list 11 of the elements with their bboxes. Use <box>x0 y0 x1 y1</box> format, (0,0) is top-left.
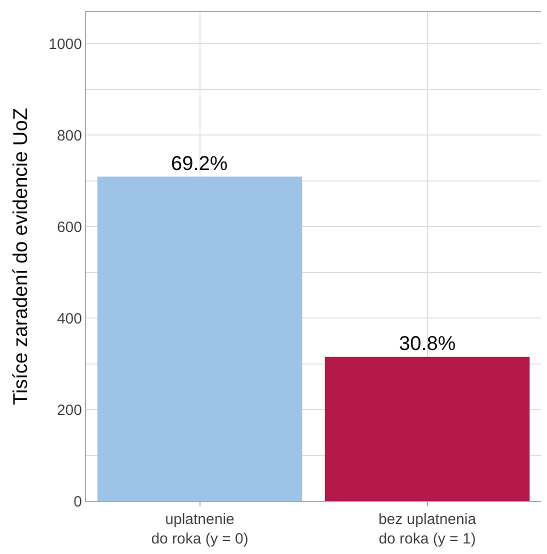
annotation: 69.2% <box>171 153 228 175</box>
y-tick-label: 0 <box>74 493 82 510</box>
y-tick-label: 800 <box>56 127 82 144</box>
y-axis-title: Tisíce zaradení do evidencie UoZ <box>10 108 32 406</box>
y-tick-label: 600 <box>56 218 82 236</box>
y-tick-label: 400 <box>56 310 82 328</box>
x-tick-label: uplatnenie do roka (y = 0) <box>151 511 248 548</box>
annotation: 30.8% <box>399 333 456 355</box>
y-tick-label: 1000 <box>48 36 82 53</box>
x-tick-label: bez uplatnenia do roka (y = 1) <box>378 511 477 548</box>
y-tick-label: 200 <box>56 402 82 419</box>
